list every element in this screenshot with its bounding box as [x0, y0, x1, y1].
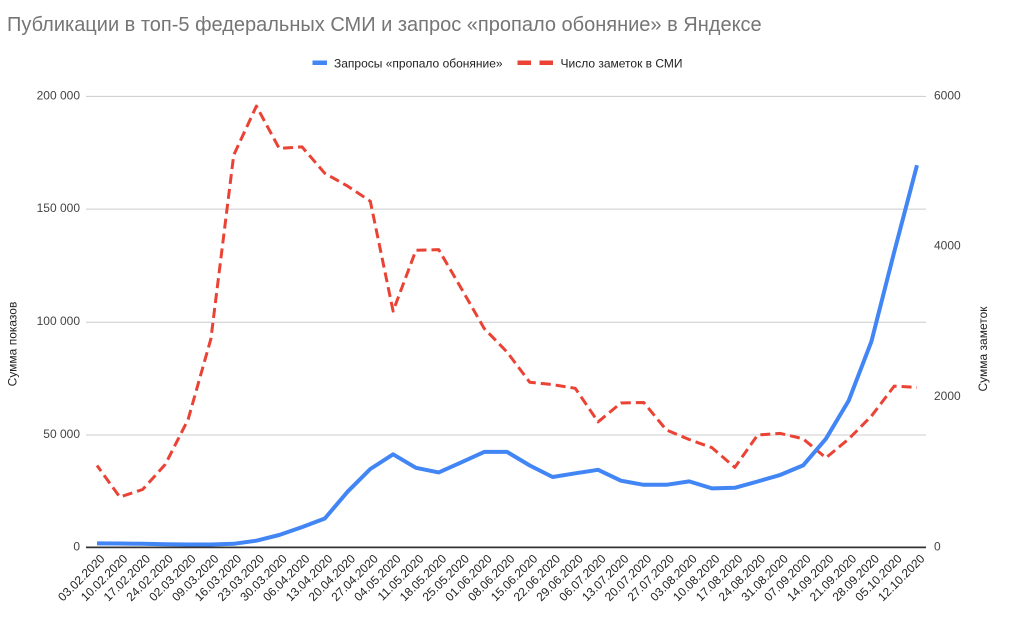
svg-text:Публикации в топ-5 федеральных: Публикации в топ-5 федеральных СМИ и зап… [7, 14, 762, 36]
svg-text:2000: 2000 [934, 389, 961, 403]
svg-text:4000: 4000 [934, 239, 961, 253]
svg-text:150 000: 150 000 [37, 201, 81, 215]
svg-text:0: 0 [934, 539, 941, 553]
svg-text:6000: 6000 [934, 88, 961, 102]
svg-text:Сумма заметок: Сумма заметок [976, 306, 990, 392]
svg-text:100 000: 100 000 [37, 314, 81, 328]
svg-text:Запросы «пропало обоняние»: Запросы «пропало обоняние» [334, 57, 503, 71]
svg-text:Сумма показов: Сумма показов [6, 302, 20, 387]
svg-text:50 000: 50 000 [43, 427, 80, 441]
svg-text:200 000: 200 000 [37, 88, 81, 102]
svg-text:0: 0 [73, 539, 80, 553]
svg-text:Число заметок в СМИ: Число заметок в СМИ [561, 57, 683, 71]
